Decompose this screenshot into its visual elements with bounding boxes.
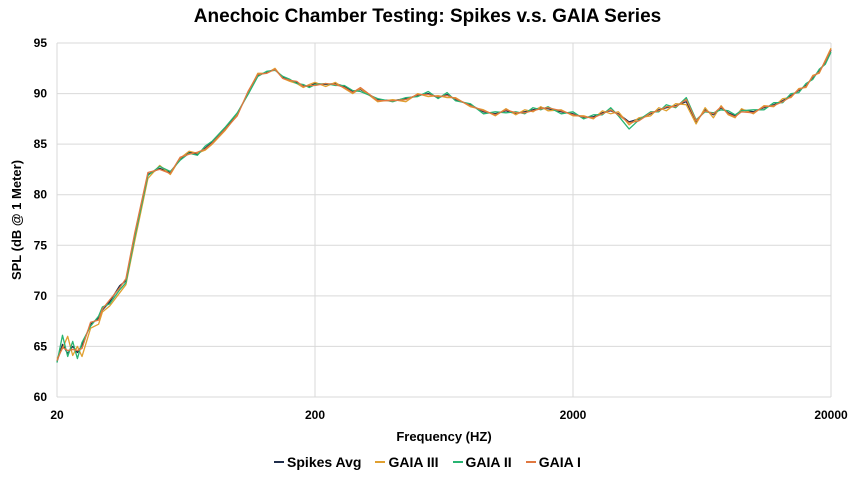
plot-area: 60 65 70 75 80 85 90 95 20 200 2000 20000 Frequency …: [9, 36, 848, 444]
y-tick-label: 85: [34, 137, 48, 151]
x-tick-label: 200: [305, 408, 325, 422]
legend-swatch: [375, 461, 386, 463]
legend-item: GAIA III: [375, 454, 439, 470]
series-line-gaia-ii: [56, 51, 832, 363]
y-tick-label: 75: [34, 238, 48, 252]
x-tick-label: 20: [50, 408, 64, 422]
legend-swatch: [452, 461, 463, 463]
y-axis-title: SPL (dB @ 1 Meter): [9, 160, 24, 280]
legend-swatch: [525, 461, 536, 463]
y-tick-label: 95: [34, 36, 48, 50]
chart-title: Anechoic Chamber Testing: Spikes v.s. GA…: [193, 6, 662, 27]
y-tick-label: 90: [34, 87, 48, 101]
series-line-gaia-i: [56, 48, 832, 361]
legend-item: Spikes Avg: [274, 454, 361, 470]
legend-label: GAIA III: [388, 454, 439, 470]
y-tick-label: 70: [34, 289, 48, 303]
x-tick-label: 2000: [560, 408, 587, 422]
legend-item: GAIA II: [452, 454, 512, 470]
x-axis-title: Frequency (HZ): [396, 429, 491, 444]
y-tick-label: 80: [34, 188, 48, 202]
legend-swatch: [274, 461, 285, 463]
x-tick-label: 20000: [814, 408, 848, 422]
chart-legend: Spikes Avg GAIA III GAIA II GAIA I: [0, 454, 855, 470]
legend-label: GAIA II: [465, 454, 512, 470]
y-tick-label: 65: [34, 339, 48, 353]
y-tick-label: 60: [34, 390, 48, 404]
legend-label: Spikes Avg: [287, 454, 362, 470]
legend-item: GAIA I: [525, 454, 581, 470]
legend-label: GAIA I: [538, 454, 581, 470]
